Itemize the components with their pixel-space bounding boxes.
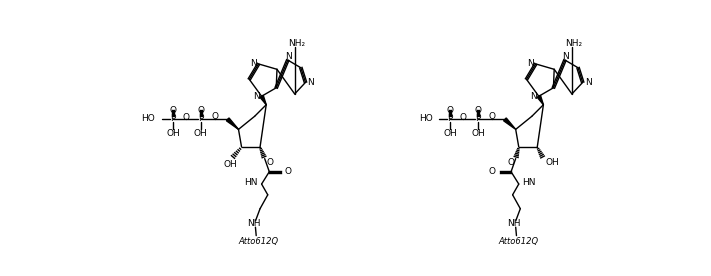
Text: O: O: [474, 106, 481, 115]
Text: O: O: [460, 113, 467, 121]
Text: N: N: [584, 78, 592, 87]
Text: NH: NH: [508, 219, 521, 228]
Text: HO: HO: [141, 114, 155, 123]
Text: OH: OH: [224, 160, 237, 169]
Text: HO: HO: [419, 114, 432, 123]
Text: N: N: [307, 78, 314, 87]
Text: OH: OH: [194, 129, 208, 139]
Text: O: O: [284, 167, 292, 176]
Text: P: P: [475, 114, 481, 123]
Polygon shape: [503, 118, 515, 129]
Text: O: O: [211, 112, 218, 121]
Text: OH: OH: [471, 129, 485, 139]
Text: OH: OH: [546, 158, 560, 167]
Text: NH: NH: [247, 219, 261, 228]
Text: NH₂: NH₂: [288, 39, 305, 48]
Text: Atto612Q: Atto612Q: [238, 237, 279, 246]
Text: O: O: [267, 158, 274, 167]
Text: O: O: [488, 112, 496, 121]
Text: N: N: [562, 52, 569, 62]
Text: O: O: [169, 106, 176, 115]
Polygon shape: [537, 95, 543, 105]
Text: OH: OH: [166, 129, 180, 139]
Text: P: P: [198, 114, 203, 123]
Text: O: O: [488, 167, 496, 176]
Text: HN: HN: [245, 178, 258, 187]
Text: Atto612Q: Atto612Q: [498, 237, 539, 246]
Polygon shape: [260, 95, 266, 105]
Text: N: N: [285, 52, 292, 62]
Text: N: N: [250, 59, 257, 68]
Text: OH: OH: [444, 129, 457, 139]
Text: HN: HN: [523, 178, 536, 187]
Text: O: O: [183, 113, 190, 121]
Text: P: P: [447, 114, 453, 123]
Text: NH₂: NH₂: [565, 39, 582, 48]
Text: N: N: [527, 59, 534, 68]
Polygon shape: [226, 118, 238, 129]
Text: O: O: [197, 106, 204, 115]
Text: N: N: [530, 92, 537, 101]
Text: N: N: [253, 92, 260, 101]
Text: O: O: [507, 158, 514, 167]
Text: O: O: [447, 106, 454, 115]
Text: P: P: [171, 114, 176, 123]
